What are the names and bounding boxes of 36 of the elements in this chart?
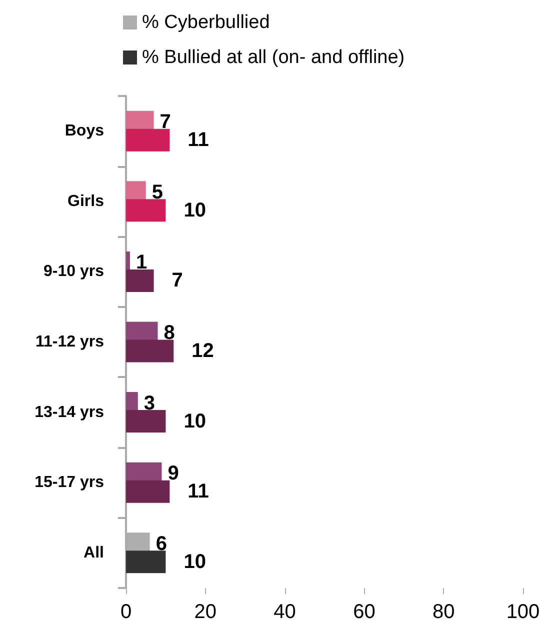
legend-label: % Bullied at all (on- and offline) <box>142 47 405 68</box>
bar <box>126 410 166 433</box>
bar <box>126 480 170 503</box>
y-tick-label: Boys <box>64 122 104 140</box>
y-tick-label: 13-14 yrs <box>34 404 104 421</box>
x-tick-label: 80 <box>432 601 455 623</box>
data-label: 5 <box>152 181 163 204</box>
y-tick-label: 11-12 yrs <box>35 334 104 350</box>
data-label: 9 <box>168 462 179 485</box>
data-label: 11 <box>188 480 209 503</box>
data-label: 7 <box>160 111 171 134</box>
data-label: 6 <box>156 532 167 555</box>
x-tick-label: 60 <box>353 601 376 623</box>
data-label: 8 <box>164 322 175 344</box>
y-tick-label: Girls <box>68 192 104 210</box>
y-tick-label: 15-17 yrs <box>34 474 104 492</box>
data-label: 10 <box>184 199 206 222</box>
legend-label: % Cyberbullied <box>142 12 270 33</box>
x-tick-label: 40 <box>274 601 296 623</box>
y-tick-label: 9-10 yrs <box>44 263 104 280</box>
data-label: 7 <box>172 270 183 292</box>
bar <box>126 340 174 362</box>
bar <box>126 199 166 222</box>
data-label: 12 <box>192 340 214 362</box>
data-label: 3 <box>144 392 156 414</box>
bar <box>126 128 170 152</box>
y-tick-label: All <box>84 544 104 562</box>
data-label: 11 <box>188 129 209 152</box>
data-label: 1 <box>136 252 148 274</box>
bar <box>126 550 166 574</box>
x-tick-label: 0 <box>120 601 132 623</box>
data-label: 10 <box>184 410 206 432</box>
x-tick-label: 20 <box>194 601 217 623</box>
x-tick-label: 100 <box>506 601 540 623</box>
bar <box>126 269 154 292</box>
data-label: 10 <box>184 550 206 573</box>
